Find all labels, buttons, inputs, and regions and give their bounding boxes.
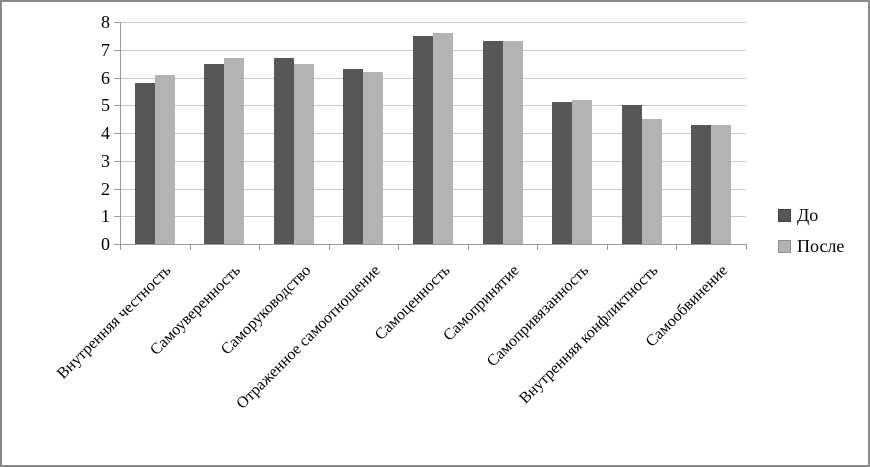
y-axis-label: 6 <box>101 67 110 88</box>
y-axis-label: 7 <box>101 39 110 60</box>
bar-posle <box>711 124 732 244</box>
x-axis-tick <box>120 245 121 250</box>
legend-swatch-icon <box>778 208 791 222</box>
y-axis-label: 1 <box>101 206 110 227</box>
y-axis-tick <box>114 244 121 245</box>
y-axis-tick <box>114 77 121 79</box>
legend-label: До <box>797 205 819 225</box>
x-axis-tick <box>537 245 539 250</box>
bar-do <box>482 41 503 244</box>
x-axis-tick <box>676 245 678 250</box>
bar-do <box>691 124 712 244</box>
y-axis-tick <box>114 188 121 190</box>
bar-do <box>552 102 573 244</box>
bar-posle <box>224 58 245 244</box>
x-axis-tick <box>606 245 608 250</box>
x-axis-tick <box>746 245 747 250</box>
bar-posle <box>154 74 175 244</box>
y-axis-label: 0 <box>101 234 110 254</box>
bar-do <box>204 63 225 244</box>
bar-do <box>621 105 642 244</box>
bar-posle <box>363 71 384 244</box>
x-axis-label: Внутренняя честность <box>54 262 175 383</box>
y-axis-label: 3 <box>101 150 110 171</box>
x-axis-label: Отраженное самоотношение <box>233 262 384 413</box>
legend: До После <box>778 206 844 268</box>
y-axis-tick <box>114 22 121 23</box>
y-axis-label: 4 <box>101 123 110 143</box>
bar-posle <box>502 41 523 244</box>
x-axis-tick <box>328 245 330 250</box>
y-axis-label: 5 <box>101 95 110 116</box>
x-axis-label: Внутренняя конфликтность <box>516 262 662 408</box>
bar-do <box>343 69 364 244</box>
bar-posle <box>293 63 314 244</box>
x-axis-line <box>120 244 747 245</box>
y-axis-tick <box>114 160 121 162</box>
y-axis-tick <box>114 49 121 51</box>
bar-posle <box>433 33 453 244</box>
bar-do <box>134 83 155 244</box>
x-axis-tick <box>259 245 261 250</box>
legend-swatch-icon <box>778 239 791 253</box>
x-axis-tick <box>398 245 400 250</box>
gridline <box>120 22 746 23</box>
x-axis-tick <box>189 245 191 250</box>
bar-do <box>413 35 433 244</box>
bar-posle <box>641 119 662 244</box>
y-axis-label: 8 <box>101 12 110 32</box>
legend-item: До <box>778 206 844 224</box>
y-axis-tick <box>114 105 121 107</box>
x-axis-tick <box>467 245 469 250</box>
y-axis-tick <box>114 133 121 134</box>
bar-do <box>273 58 294 244</box>
y-axis-tick <box>114 216 121 218</box>
legend-label: После <box>797 236 845 256</box>
legend-item: После <box>778 237 844 255</box>
bar-posle <box>572 99 593 244</box>
y-axis-label: 2 <box>101 178 110 199</box>
